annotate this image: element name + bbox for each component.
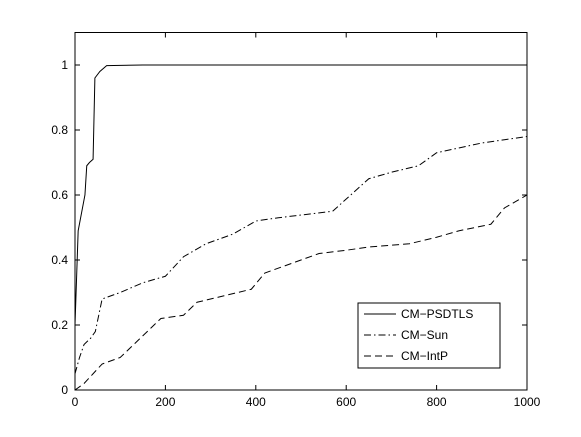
x-tick-label: 400 (246, 395, 266, 409)
line (74, 194, 528, 391)
legend-label: CM−IntP (401, 349, 448, 363)
y-tick-label: 0.6 (51, 188, 68, 202)
x-tick-label: 600 (336, 395, 356, 409)
y-tick-label: 0.4 (51, 253, 68, 267)
line (74, 64, 527, 326)
legend-label: CM−PSDTLS (401, 307, 473, 321)
legend-label: CM−Sun (401, 328, 448, 342)
x-tick-label: 1000 (514, 395, 541, 409)
plot-frame (74, 32, 528, 391)
x-tick-label: 800 (427, 395, 447, 409)
x-tick-label: 200 (155, 395, 175, 409)
y-tick-label: 1 (61, 58, 68, 72)
line (74, 136, 528, 374)
y-tick-label: 0.8 (51, 123, 68, 137)
y-tick-label: 0.2 (51, 318, 68, 332)
y-tick-label: 0 (61, 383, 68, 397)
x-tick-label: 0 (72, 395, 79, 409)
